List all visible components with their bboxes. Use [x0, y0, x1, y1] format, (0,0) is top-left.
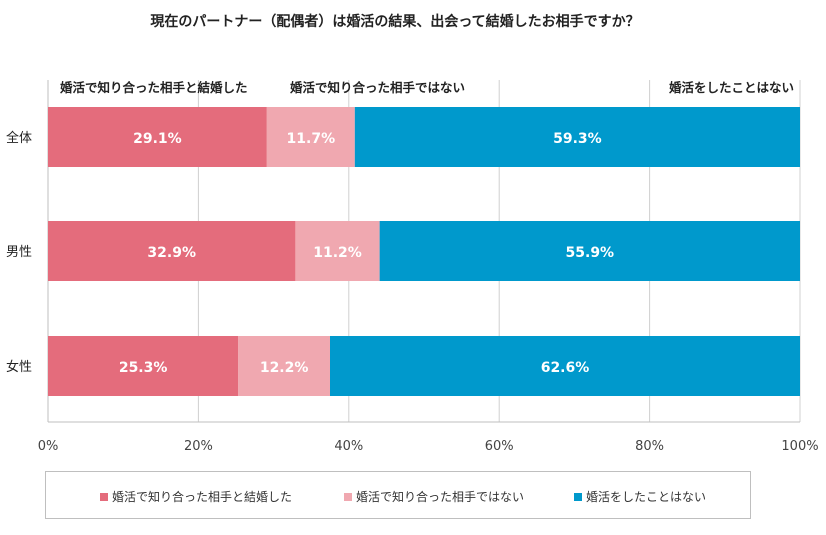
- bar-segment: [238, 336, 330, 396]
- category-label: 全体: [6, 130, 32, 146]
- category-label: 男性: [6, 245, 32, 260]
- legend-item-not-via-konkatsu: 婚活で知り合った相手ではない: [344, 488, 524, 505]
- data-label: 29.1%: [133, 131, 182, 147]
- x-tick-label: 0%: [38, 439, 59, 454]
- legend-item-never-konkatsu: 婚活をしたことはない: [574, 488, 706, 505]
- legend-label: 婚活で知り合った相手と結婚した: [112, 490, 293, 504]
- legend-swatch-icon: [100, 492, 108, 501]
- data-label: 62.6%: [541, 360, 590, 376]
- x-tick-label: 80%: [635, 439, 664, 454]
- data-label: 55.9%: [566, 245, 615, 261]
- bar-segment: [379, 221, 800, 281]
- data-label: 32.9%: [147, 245, 196, 261]
- legend-label: 婚活をしたことはない: [586, 490, 707, 504]
- chart-title: 現在のパートナー（配偶者）は婚活の結果、出会って結婚したお相手ですか？: [150, 13, 639, 30]
- x-tick-label: 40%: [334, 439, 363, 454]
- column-header-label: 婚活をしたことはない: [668, 80, 794, 95]
- labels-layer: 0% 20% 40% 60% 80% 100% 婚活で知り合った相手と結婚した 婚活で知り合っ…: [6, 80, 819, 454]
- data-label: 11.7%: [287, 131, 336, 147]
- bar-segment: [48, 221, 296, 281]
- column-header-label: 婚活で知り合った相手ではない: [289, 80, 465, 95]
- data-label: 11.2%: [313, 245, 362, 261]
- bar-segment: [330, 336, 800, 396]
- column-header-label: 婚活で知り合った相手と結婚した: [59, 80, 248, 95]
- bar-segment: [48, 107, 267, 167]
- bar-segment: [295, 221, 380, 281]
- bar-segment: [354, 107, 800, 167]
- bar-segment: [48, 336, 239, 396]
- legend-item-married-via-konkatsu: 婚活で知り合った相手と結婚した: [100, 488, 292, 505]
- bar-segment: [266, 107, 355, 167]
- data-label: 12.2%: [260, 360, 309, 376]
- data-label: 59.3%: [553, 131, 602, 147]
- data-label: 25.3%: [119, 360, 168, 376]
- legend-swatch-icon: [574, 492, 582, 501]
- x-tick-label: 100%: [781, 439, 818, 454]
- category-label: 女性: [6, 359, 32, 375]
- bars-layer: [48, 107, 800, 396]
- x-tick-label: 20%: [184, 439, 213, 454]
- legend: 婚活で知り合った相手と結婚した 婚活で知り合った相手ではない 婚活をしたことはな…: [45, 471, 751, 519]
- legend-swatch-icon: [344, 492, 352, 501]
- x-tick-label: 60%: [485, 439, 514, 454]
- legend-label: 婚活で知り合った相手ではない: [356, 490, 525, 504]
